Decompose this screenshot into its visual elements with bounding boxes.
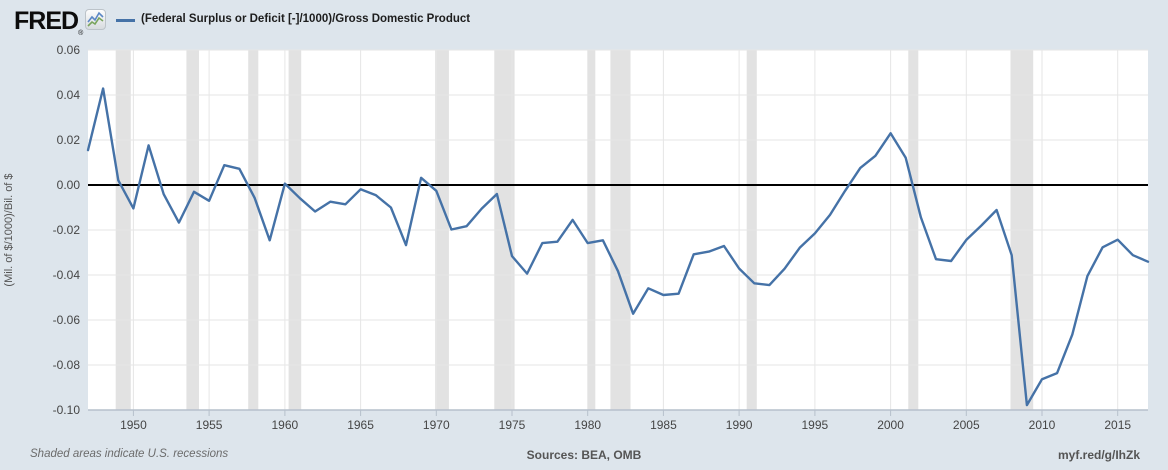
- series-title: (Federal Surplus or Deficit [-]/1000)/Gr…: [141, 13, 471, 25]
- x-tick-label: 1965: [347, 418, 374, 432]
- y-tick-label: -0.04: [52, 268, 80, 282]
- y-tick-label: -0.08: [52, 358, 80, 372]
- x-tick-label: 2005: [952, 418, 980, 432]
- x-tick-label: 1995: [801, 418, 829, 432]
- x-tick-label: 1975: [498, 418, 526, 432]
- x-tick-label: 2015: [1104, 418, 1132, 432]
- x-tick-label: 1950: [120, 418, 147, 432]
- plot-svg: [86, 49, 1150, 416]
- x-tick-label: 1980: [574, 418, 602, 432]
- x-tick-label: 1955: [195, 418, 223, 432]
- y-tick-label: -0.02: [52, 223, 80, 237]
- y-tick-label: -0.10: [52, 403, 80, 417]
- y-tick-label: 0.06: [56, 43, 80, 57]
- chart-header: FRED® (Federal Surplus or Deficit [-]/10…: [0, 0, 1168, 42]
- fred-sparkline-icon: [85, 9, 106, 30]
- x-tick-label: 1985: [650, 418, 677, 432]
- x-tick-label: 1970: [422, 418, 450, 432]
- data-line: [86, 87, 1150, 407]
- registered-trademark: ®: [78, 30, 84, 37]
- legend-line-swatch: [116, 19, 135, 22]
- y-tick-label: 0.04: [56, 88, 80, 102]
- x-tick-label: 2000: [877, 418, 904, 432]
- short-link[interactable]: myf.red/g/IhZk: [1057, 448, 1140, 462]
- y-axis-title: (Mil. of $/1000)/Bil. of $: [3, 173, 15, 287]
- x-tick-label: 1960: [271, 418, 299, 432]
- fred-logo: FRED®: [14, 7, 84, 37]
- sources-label: Sources: BEA, OMB: [526, 448, 642, 462]
- y-tick-label: -0.06: [52, 313, 80, 327]
- y-tick-label: 0.00: [56, 178, 80, 192]
- x-tick-label: 1990: [725, 418, 753, 432]
- recession-note: Shaded areas indicate U.S. recessions: [30, 448, 229, 460]
- y-tick-label: 0.02: [56, 133, 80, 147]
- x-tick-label: 2010: [1028, 418, 1056, 432]
